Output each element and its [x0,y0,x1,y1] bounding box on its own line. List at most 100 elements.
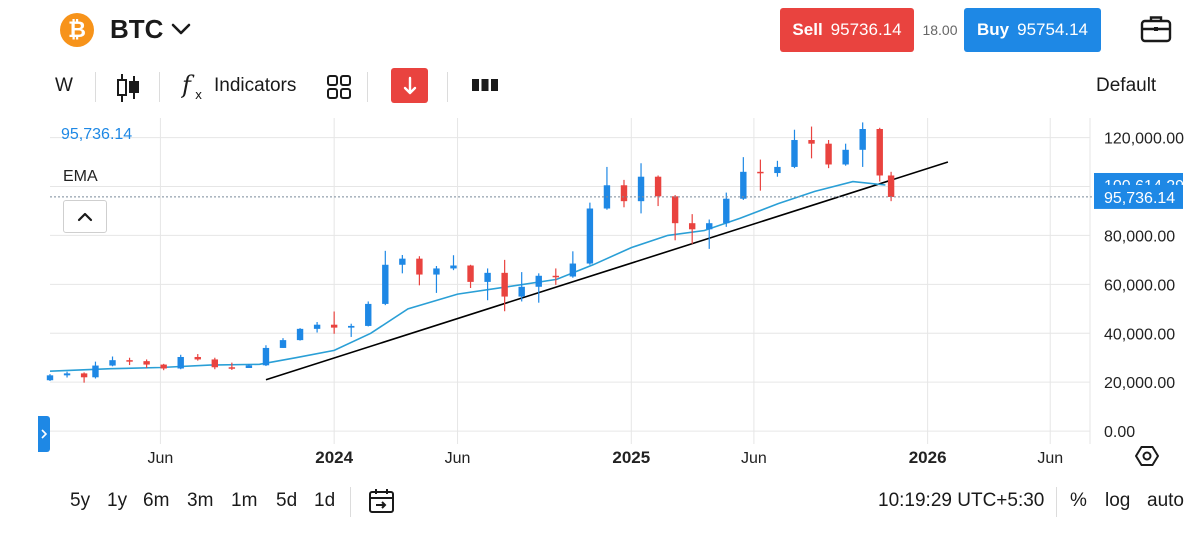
calendar-goto-icon[interactable] [368,487,396,520]
candle [688,214,696,244]
function-icon[interactable]: f x [180,71,209,108]
range-6m-button[interactable]: 6m [143,490,170,511]
candle [774,160,781,177]
candle [194,354,201,361]
candle-body [126,360,133,362]
candle [296,328,304,341]
candle [467,264,474,289]
candle [46,374,54,381]
indicator-legend-ema[interactable]: EMA [63,168,98,185]
toolbar-divider [95,72,96,102]
interval-button[interactable]: W [55,75,73,96]
candle-body [467,265,474,282]
y-tick-label: 80,000.00 [1104,228,1175,245]
candle-body [688,223,696,230]
timezone-clock[interactable]: 10:19:29 UTC+5:30 [878,490,1045,511]
chart-grid [50,118,1091,444]
candle-body [740,171,747,199]
symbol-selector[interactable]: BTC [110,14,164,44]
candle-body [484,272,491,282]
y-tick-label: 20,000.00 [1104,375,1175,392]
svg-text:x: x [195,88,202,102]
candle-body [569,263,577,277]
candle [313,322,321,333]
buy-price: 95754.14 [1017,20,1089,39]
candle-body [279,340,287,348]
volume-bars-icon[interactable] [471,78,499,97]
candle-body [80,373,88,378]
sell-button[interactable]: Sell 95736.14 [780,8,914,52]
candle-body [228,367,236,369]
candle-body [399,258,406,265]
candle-body [194,356,201,360]
range-1m-button[interactable]: 1m [231,490,258,511]
buy-button[interactable]: Buy 95754.14 [964,8,1101,52]
candle-body [296,328,304,341]
candle-body [143,361,150,365]
toolbar-divider [159,72,160,102]
briefcase-icon[interactable] [1140,14,1172,49]
y-tick-label: 60,000.00 [1104,277,1175,294]
candle [262,345,270,367]
auto-scale-button[interactable]: auto [1147,490,1184,511]
candle [92,361,99,379]
candle [859,122,866,167]
candle [279,338,287,348]
trendline[interactable] [265,161,949,381]
candlestick-type-icon[interactable] [115,72,141,109]
price-markers: 100,614.2995,736.14 [50,172,1184,209]
candle [586,202,594,265]
candle-body [348,325,355,328]
indicators-button[interactable]: Indicators [214,75,297,96]
candle [740,157,747,200]
chevron-down-icon[interactable] [170,18,192,45]
y-tick-label: 0.00 [1104,424,1135,441]
candle-body [791,140,798,167]
candle [177,354,184,370]
candle-body [63,373,71,376]
candle [757,159,764,191]
candle [143,359,150,368]
x-tick-label: 2024 [315,448,353,467]
candle-body [774,166,781,174]
x-tick-label: 2026 [909,448,947,467]
percent-scale-button[interactable]: % [1070,490,1087,511]
btc-logo-icon: ₿ [60,13,94,47]
candle-body [450,265,457,269]
candle-body [416,258,423,275]
y-tick-label: 40,000.00 [1104,326,1175,343]
sell-price: 95736.14 [830,20,902,39]
candle [63,371,71,378]
range-1d-button[interactable]: 1d [314,490,336,511]
candle-body [859,129,866,150]
candle [484,268,491,301]
chart-settings-icon[interactable] [1135,444,1159,473]
toolbar-divider [367,72,368,102]
range-5y-button[interactable]: 5y [70,490,91,511]
x-tick-label: 2025 [612,448,650,467]
sell-label: Sell [792,20,823,39]
chart-template-select[interactable]: Default [1096,75,1157,96]
grid-layout-icon[interactable] [326,74,352,105]
candle-body [109,360,116,366]
candle [825,140,832,169]
candle-body [620,185,628,202]
range-5d-button[interactable]: 5d [276,490,298,511]
candle [330,311,338,334]
candle-body [654,176,662,197]
candle [348,323,355,337]
collapse-legend-button[interactable] [63,200,107,233]
candle [569,251,577,278]
candle-body [876,129,883,176]
range-1y-button[interactable]: 1y [107,490,128,511]
range-3m-button[interactable]: 3m [187,490,214,511]
x-tick-label: Jun [445,450,471,467]
side-panel-handle[interactable] [38,416,50,452]
spread-value: 18.00 [922,22,958,38]
log-scale-button[interactable]: log [1105,490,1131,511]
candle [887,171,895,202]
order-direction-button[interactable] [391,68,428,103]
candle-body [177,356,184,369]
bottom-divider [350,487,351,517]
